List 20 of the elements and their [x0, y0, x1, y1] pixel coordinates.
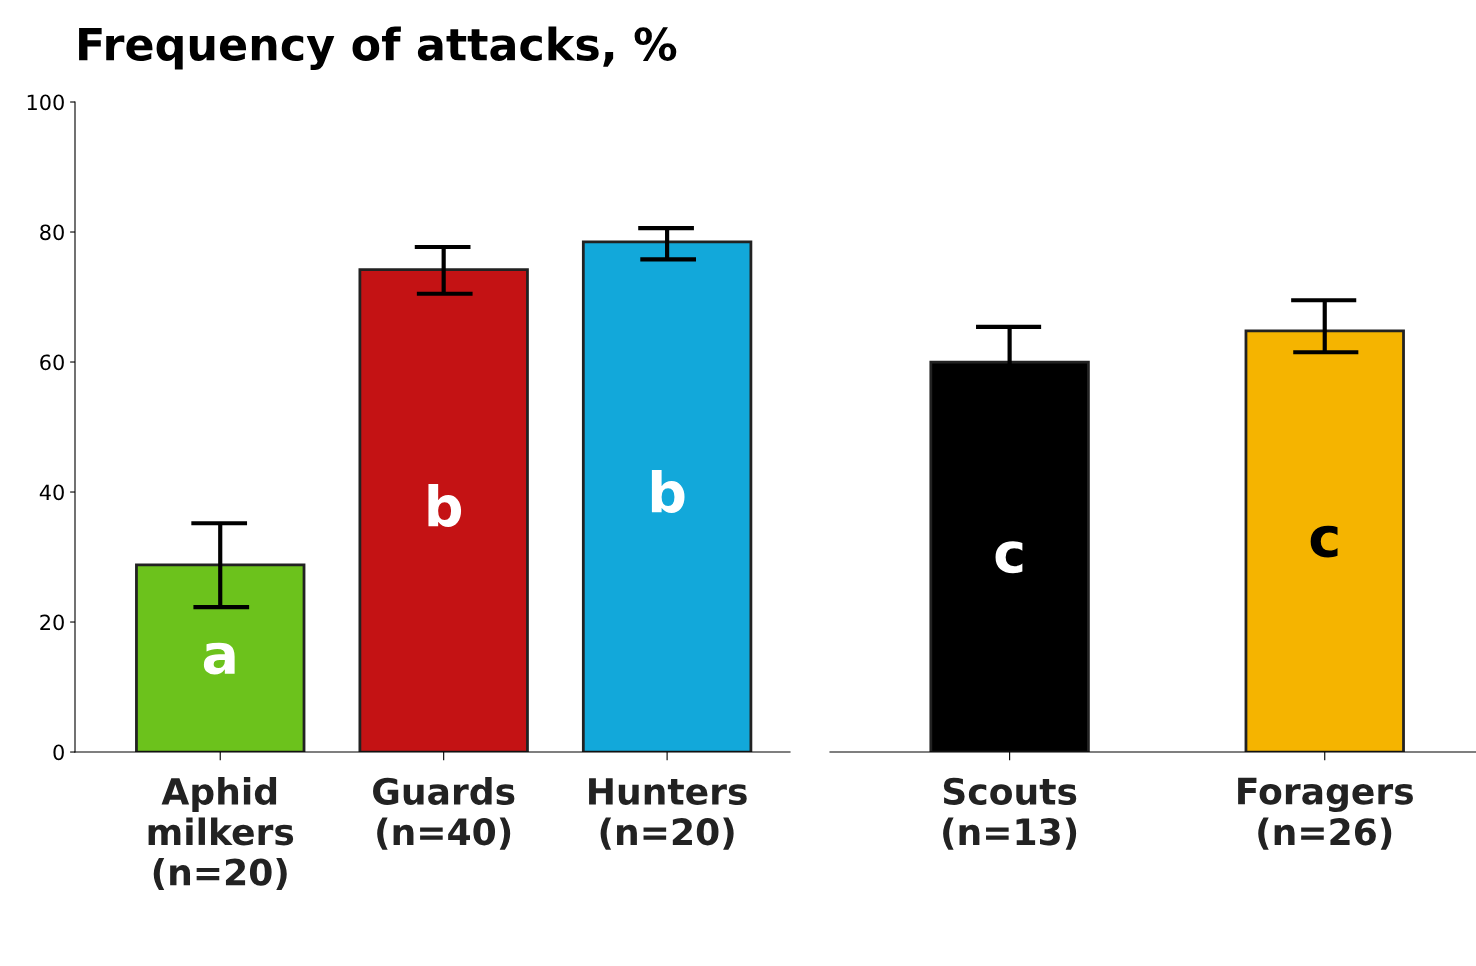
- x-tick-label: Guards (n=40): [373, 777, 515, 850]
- y-tick-label: 40: [39, 484, 64, 501]
- y-tick-label: 20: [40, 614, 64, 631]
- annotation: c: [995, 541, 1023, 574]
- x-tick-label: Foragers (n=26): [1238, 777, 1413, 850]
- annotation: b: [651, 470, 685, 514]
- annotation: a: [203, 642, 235, 675]
- annotation: c: [1310, 525, 1338, 558]
- y-tick-label: 60: [40, 354, 64, 371]
- bar: [358, 268, 529, 753]
- y-tick-label: 0: [53, 744, 64, 761]
- annotation: b: [428, 483, 462, 527]
- y-tick-label: 80: [40, 224, 64, 241]
- x-tick-label: Hunters (n=20): [589, 778, 747, 850]
- chart-title: Frequency of attacks, %: [79, 26, 677, 70]
- bar: [135, 563, 306, 753]
- y-tick-label: 100: [27, 94, 64, 111]
- x-tick-label: Aphid milkers (n=20): [148, 777, 294, 891]
- x-tick-label: Scouts (n=13): [943, 777, 1077, 850]
- bar: [581, 240, 753, 753]
